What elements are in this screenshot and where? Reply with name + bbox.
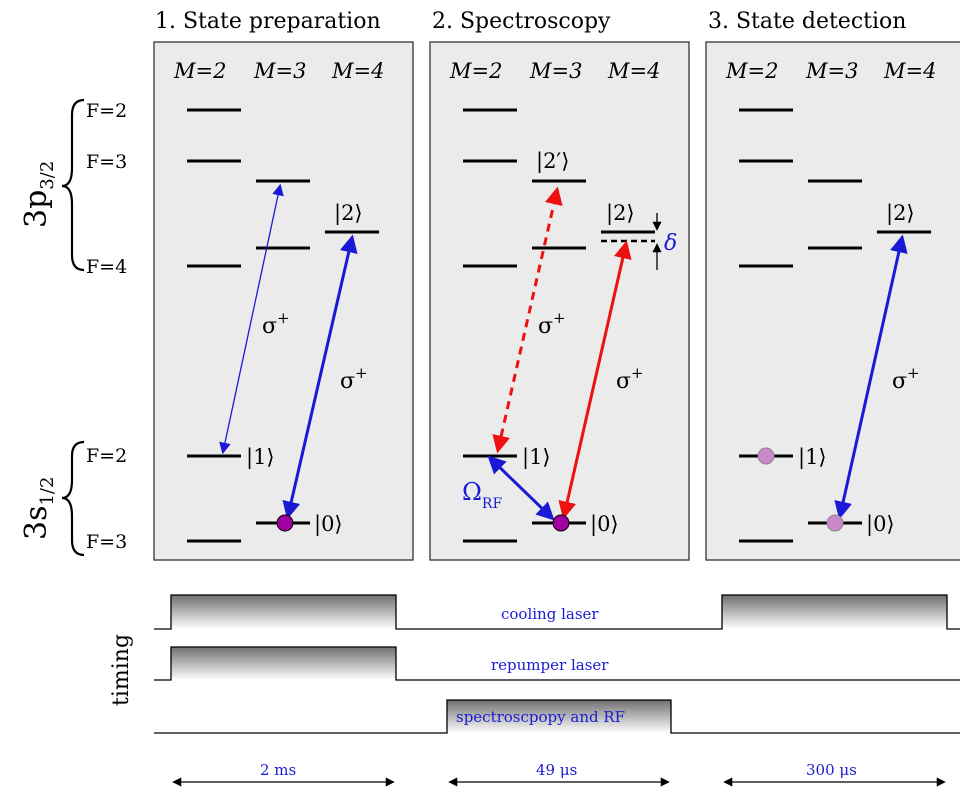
upper-manifold-label: 3p3/2: [19, 161, 58, 228]
transition-arrow-red: [558, 240, 632, 520]
duration-label-prep: 2 ms: [260, 761, 296, 779]
atom-population: [757, 447, 775, 465]
ket-label: |0⟩: [314, 512, 343, 537]
sigma-plus-label: σ+: [538, 309, 566, 339]
atom-population: [826, 514, 844, 532]
panel-state-detection: [705, 41, 960, 561]
m-label-4: M=4: [331, 59, 384, 83]
m-label-3: M=3: [253, 59, 306, 83]
sigma-plus-label: σ+: [616, 364, 644, 394]
repumper-pulse: [171, 647, 396, 680]
m-label-3: M=3: [529, 59, 582, 83]
ket-label: |2⟩: [334, 201, 363, 226]
f-label-upper-3: F=3: [86, 151, 127, 173]
upper-manifold-brace: [61, 98, 85, 272]
atom-population: [276, 514, 294, 532]
f-label-upper-2: F=2: [86, 100, 127, 122]
cooling-laser-trace: [154, 594, 960, 630]
ket-label: |0⟩: [590, 512, 619, 537]
title-spectroscopy: 2. Spectroscopy: [432, 9, 611, 34]
duration-label-detection: 300 μs: [806, 761, 857, 779]
m-label-4: M=4: [883, 59, 936, 83]
repumper-laser-trace: [154, 646, 960, 681]
ket-label: |2⟩: [606, 201, 635, 226]
repumper-laser-label: repumper laser: [491, 656, 609, 674]
lower-manifold-label: 3s1/2: [19, 477, 58, 540]
cooling-pulse-1: [171, 595, 396, 629]
f-label-lower-2: F=2: [86, 445, 127, 467]
sigma-plus-label: σ+: [262, 309, 290, 339]
transition-arrow-red-dashed: [492, 186, 563, 454]
ket-label: |2⟩: [886, 201, 915, 226]
sigma-plus-label: σ+: [340, 364, 368, 394]
f-label-upper-4: F=4: [86, 256, 127, 278]
ket-label: |1⟩: [522, 445, 551, 470]
ket-label: |2′⟩: [536, 149, 569, 174]
ket-label: |1⟩: [246, 445, 275, 470]
m-label-2: M=2: [449, 59, 502, 83]
spectroscopy-pulse: [447, 700, 671, 733]
lower-manifold-brace: [61, 440, 85, 557]
transition-arrow-thin: [219, 183, 284, 455]
rf-arrow: [487, 455, 555, 521]
spectroscopy-trace: [154, 699, 960, 734]
sigma-plus-label: σ+: [892, 364, 920, 394]
m-label-4: M=4: [607, 59, 660, 83]
duration-label-spectroscopy: 49 μs: [536, 761, 577, 779]
atom-population: [552, 514, 570, 532]
title-state-detection: 3. State detection: [708, 9, 906, 34]
m-label-2: M=2: [173, 59, 226, 83]
m-label-2: M=2: [725, 59, 778, 83]
rf-rabi-label: ΩRF: [462, 478, 502, 512]
panel-state-preparation: [153, 41, 414, 561]
m-label-3: M=3: [805, 59, 858, 83]
ket-label: |1⟩: [798, 445, 827, 470]
spectroscopy-label: spectroscpopy and RF: [456, 708, 625, 726]
f-label-lower-3: F=3: [86, 531, 127, 553]
transition-arrow: [834, 234, 908, 520]
detuning-label: δ: [664, 231, 677, 256]
cooling-pulse-2: [722, 595, 947, 629]
transition-arrow: [282, 234, 358, 520]
ket-label: |0⟩: [866, 512, 895, 537]
cooling-laser-label: cooling laser: [501, 605, 599, 623]
timing-axis-label: timing: [109, 634, 134, 706]
title-state-preparation: 1. State preparation: [155, 9, 381, 34]
